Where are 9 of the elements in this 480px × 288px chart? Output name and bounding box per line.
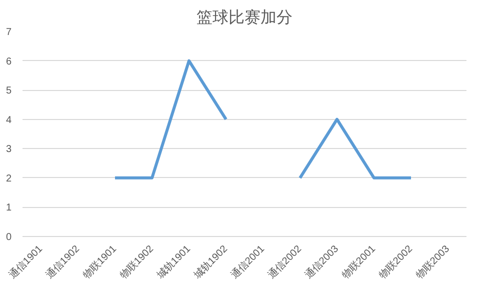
y-tick-label: 5 — [6, 86, 12, 97]
y-tick-label: 2 — [6, 173, 12, 184]
y-tick-label: 4 — [6, 114, 12, 126]
y-tick-label: 1 — [6, 202, 12, 214]
chart-title: 篮球比赛加分 — [196, 8, 292, 26]
y-tick-label: 0 — [6, 232, 12, 243]
y-tick-label: 3 — [6, 144, 12, 156]
y-tick-label: 6 — [6, 56, 12, 68]
y-tick-label: 7 — [6, 27, 12, 38]
